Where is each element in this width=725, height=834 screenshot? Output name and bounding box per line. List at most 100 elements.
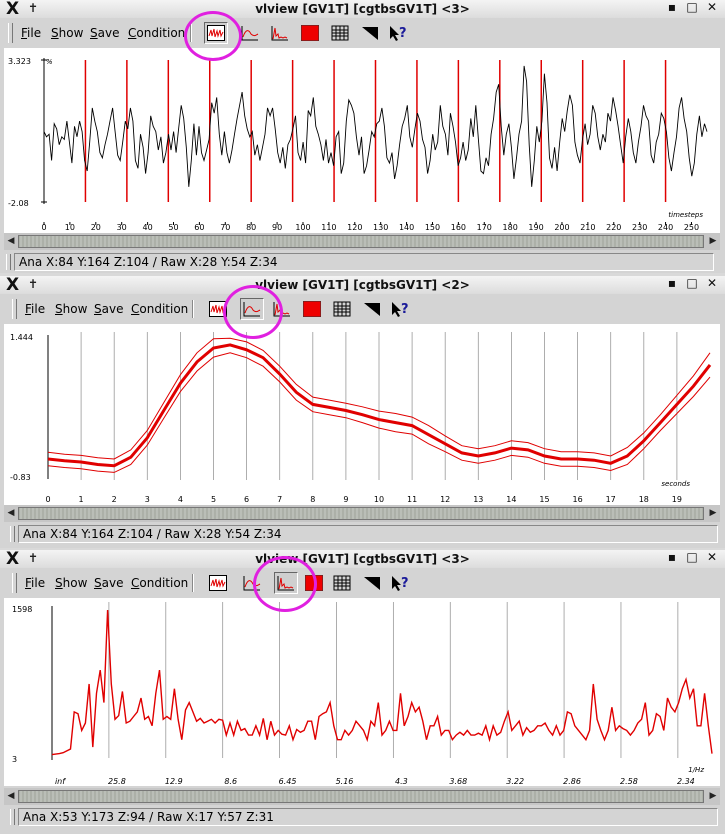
power-spectrum-button[interactable]	[274, 572, 298, 594]
maximize-icon[interactable]: □	[686, 276, 698, 290]
title-bar[interactable]: X ✝ vlview [GV1T] [cgtbsGV1T] <3> ▪ □ ✕	[0, 0, 725, 19]
timecourse-button[interactable]	[206, 572, 230, 594]
help-button[interactable]: ?	[386, 22, 410, 44]
save-menu[interactable]: Save	[90, 26, 120, 40]
y-unit-label: %	[46, 58, 53, 66]
y-max-label: 1.444	[10, 333, 33, 342]
scroll-right-icon[interactable]: ▶	[709, 791, 717, 801]
x-tick-label: 3.22	[506, 777, 524, 786]
grid-toggle-button[interactable]	[330, 572, 354, 594]
contrast-button[interactable]	[360, 298, 384, 320]
x-tick-label: 25.8	[108, 777, 126, 786]
x-tick-label: 60	[194, 223, 204, 232]
close-icon[interactable]: ✕	[706, 0, 718, 14]
contrast-button[interactable]	[358, 22, 382, 44]
close-icon[interactable]: ✕	[706, 276, 718, 290]
scroll-thumb[interactable]	[18, 507, 704, 520]
save-menu[interactable]: Save	[94, 302, 124, 316]
triangle-icon	[364, 303, 380, 316]
x-tick-label: 180	[503, 223, 518, 232]
scroll-left-icon[interactable]: ◀	[7, 236, 15, 246]
red-square-icon	[305, 575, 323, 591]
minimize-icon[interactable]: ▪	[667, 276, 677, 290]
condition-menu[interactable]: Condition	[128, 26, 186, 40]
show-menu[interactable]: Show	[51, 26, 84, 40]
x-tick-label: 6	[244, 495, 249, 504]
trial-average-button[interactable]	[240, 298, 264, 320]
x-tick-label: 230	[632, 223, 647, 232]
svg-text:?: ?	[401, 302, 409, 317]
trial-average-button[interactable]	[240, 572, 264, 594]
scroll-thumb[interactable]	[18, 790, 704, 803]
file-menu[interactable]: File	[21, 26, 42, 40]
status-bar: Ana X:84 Y:164 Z:104 / Raw X:28 Y:54 Z:3…	[6, 253, 714, 271]
maximize-icon[interactable]: □	[686, 0, 698, 14]
toolbar-grip[interactable]	[8, 23, 13, 43]
condition-menu[interactable]: Condition	[131, 576, 189, 590]
power-spectrum-button[interactable]	[270, 298, 294, 320]
toolbar-separator	[190, 24, 192, 42]
pin-icon[interactable]: ✝	[28, 277, 39, 291]
x-axis-label: 1/Hz	[688, 766, 704, 774]
file-menu[interactable]: File	[25, 302, 46, 316]
x-tick-label: 150	[425, 223, 440, 232]
status-text: Ana X:53 Y:173 Z:94 / Raw X:17 Y:57 Z:31	[23, 810, 274, 824]
window-title: vlview [GV1T] [cgtbsGV1T] <3>	[255, 2, 470, 16]
red-square-icon	[303, 301, 321, 317]
x-tick-label: 4	[178, 495, 183, 504]
x-tick-label: 0	[45, 495, 50, 504]
power-spectrum-button[interactable]	[268, 22, 292, 44]
close-icon[interactable]: ✕	[706, 550, 718, 564]
condition-menu[interactable]: Condition	[131, 302, 189, 316]
pin-icon[interactable]: ✝	[28, 1, 39, 15]
save-menu[interactable]: Save	[94, 576, 124, 590]
grid-toggle-button[interactable]	[328, 22, 352, 44]
x-axis-label: timesteps	[668, 211, 703, 219]
plot-area[interactable]: 3.323 -2.08% 0 10 20 30 40 50 60 70 80 90 100 110 120 1…	[4, 48, 720, 234]
y-max-label: 1598	[12, 605, 32, 614]
grid-icon	[331, 25, 349, 41]
x-tick-label: 12.9	[165, 777, 183, 786]
timecourse-button[interactable]	[206, 298, 230, 320]
horizontal-scrollbar[interactable]: ◀ ▶	[4, 505, 720, 522]
x-logo-icon[interactable]: X	[6, 549, 20, 569]
pin-icon[interactable]: ✝	[28, 551, 39, 565]
scroll-thumb[interactable]	[18, 235, 704, 248]
title-bar[interactable]: X ✝ vlview [GV1T] [cgtbsGV1T] <3> ▪ □ ✕	[0, 549, 725, 569]
contrast-button[interactable]	[360, 572, 384, 594]
help-button[interactable]: ?	[388, 572, 412, 594]
toolbar-grip[interactable]	[12, 299, 17, 319]
trial-average-button[interactable]	[238, 22, 262, 44]
x-tick-label: 11	[407, 495, 417, 504]
horizontal-scrollbar[interactable]: ◀ ▶	[4, 233, 720, 250]
scroll-right-icon[interactable]: ▶	[709, 508, 717, 518]
title-bar[interactable]: X ✝ vlview [GV1T] [cgtbsGV1T] <2> ▪ □ ✕	[0, 275, 725, 295]
help-button[interactable]: ?	[388, 298, 412, 320]
scroll-right-icon[interactable]: ▶	[709, 236, 717, 246]
file-menu[interactable]: File	[25, 576, 46, 590]
grid-toggle-button[interactable]	[330, 298, 354, 320]
x-logo-icon[interactable]: X	[6, 0, 20, 19]
maximize-icon[interactable]: □	[686, 550, 698, 564]
plot-area[interactable]: 1.444 -0.83 0 1 2 3 4 5 6 7 8 9 10 11 12 13 14 15 16 17 18 19…	[4, 324, 720, 510]
horizontal-scrollbar[interactable]: ◀ ▶	[4, 788, 720, 805]
scroll-left-icon[interactable]: ◀	[7, 791, 15, 801]
x-logo-icon[interactable]: X	[6, 275, 20, 295]
show-menu[interactable]: Show	[55, 302, 88, 316]
x-tick-label: 17	[606, 495, 616, 504]
x-tick-label: 16	[573, 495, 583, 504]
toolbar-grip[interactable]	[12, 573, 17, 593]
x-tick-label: 9	[343, 495, 348, 504]
x-tick-label: 3	[145, 495, 150, 504]
color-button[interactable]	[298, 22, 322, 44]
scroll-left-icon[interactable]: ◀	[7, 508, 15, 518]
minimize-icon[interactable]: ▪	[667, 0, 677, 14]
plot-area[interactable]: 1598 3 inf 25.8 12.9 8.6 6.45 5.16 4.3 3.68 3.22 2.…	[4, 598, 720, 786]
show-menu[interactable]: Show	[55, 576, 88, 590]
x-tick-label: 5.16	[336, 777, 354, 786]
minimize-icon[interactable]: ▪	[667, 550, 677, 564]
color-button[interactable]	[300, 298, 324, 320]
x-tick-label: 200	[554, 223, 569, 232]
timecourse-button[interactable]	[204, 22, 228, 44]
color-button[interactable]	[302, 572, 326, 594]
